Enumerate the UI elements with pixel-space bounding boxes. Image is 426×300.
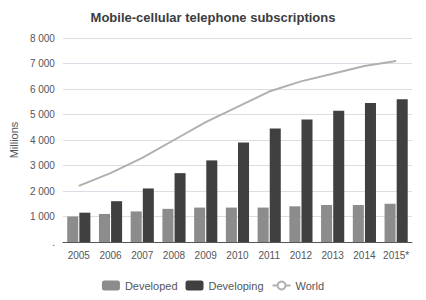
svg-text:World: World (296, 280, 325, 292)
svg-text:2012: 2012 (290, 250, 313, 261)
svg-text:8 000: 8 000 (30, 33, 55, 44)
svg-text:2005: 2005 (68, 250, 91, 261)
svg-text:2007: 2007 (131, 250, 154, 261)
svg-text:3 000: 3 000 (30, 160, 55, 171)
svg-text:5 000: 5 000 (30, 109, 55, 120)
svg-text:2009: 2009 (195, 250, 218, 261)
svg-text:2015*: 2015* (383, 250, 409, 261)
svg-text:7 000: 7 000 (30, 58, 55, 69)
svg-text:2010: 2010 (226, 250, 249, 261)
svg-text:2 000: 2 000 (30, 186, 55, 197)
svg-text:Millions: Millions (8, 121, 20, 158)
svg-text:2008: 2008 (163, 250, 186, 261)
svg-text:2006: 2006 (99, 250, 122, 261)
svg-text:Developing: Developing (209, 280, 264, 292)
svg-text:6 000: 6 000 (30, 84, 55, 95)
svg-text:.: . (52, 237, 55, 248)
svg-text:1 000: 1 000 (30, 211, 55, 222)
svg-text:2014: 2014 (353, 250, 376, 261)
svg-text:Mobile-cellular telephone subs: Mobile-cellular telephone subscriptions (91, 10, 336, 25)
svg-text:4 000: 4 000 (30, 135, 55, 146)
svg-text:Developed: Developed (125, 280, 178, 292)
svg-text:2013: 2013 (322, 250, 345, 261)
svg-text:2011: 2011 (258, 250, 280, 261)
